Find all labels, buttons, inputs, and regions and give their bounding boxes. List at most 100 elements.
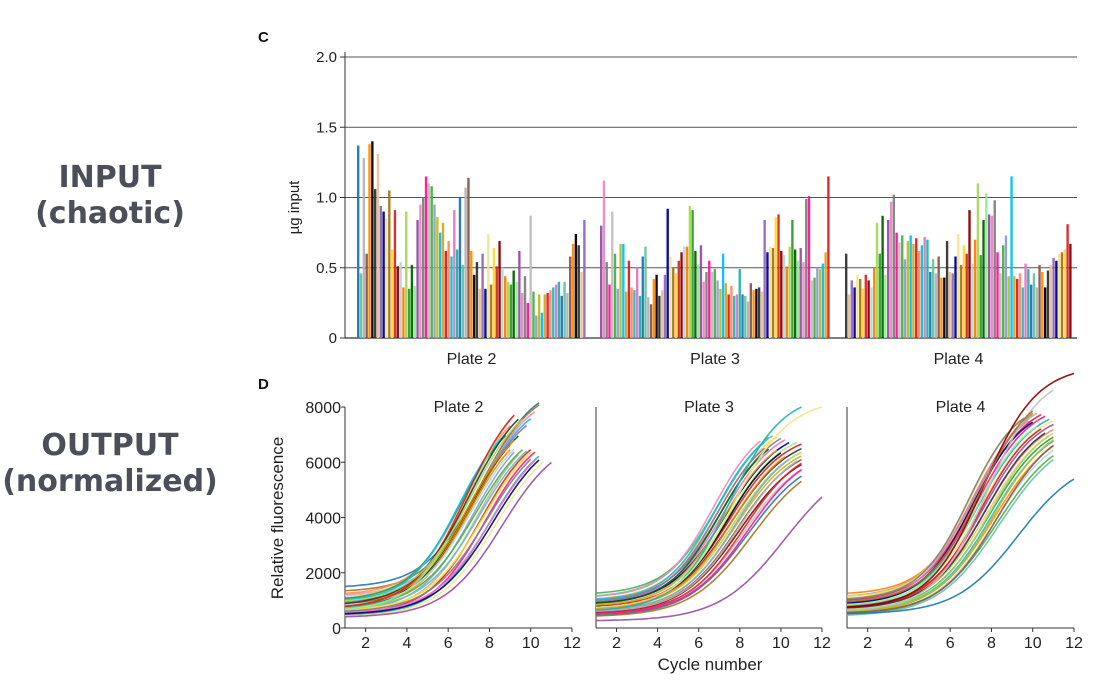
bar-plate-3-31: [683, 246, 686, 338]
bar-plate-2-4: [365, 253, 368, 338]
bar-plate-3-8: [619, 243, 622, 338]
group-label: Plate 3: [690, 351, 740, 368]
fluorescence-curve-25: [846, 439, 1054, 613]
bar-plate-2-30: [438, 232, 442, 339]
bar-plate-3-17: [644, 246, 647, 338]
bar-plate-4-32: [931, 259, 935, 338]
input-label-line1: INPUT: [58, 160, 162, 195]
bar-plate-3-67: [782, 255, 786, 338]
bar-plate-2-29: [436, 217, 439, 338]
bar-plate-4-8: [864, 274, 867, 338]
bar-plate-4-31: [929, 271, 932, 338]
bar-plate-4-60: [1010, 176, 1013, 338]
bar-plate-4-12: [875, 222, 879, 338]
bar-plate-4-66: [1027, 269, 1030, 338]
y-tick-label: 0: [332, 621, 341, 638]
bar-plate-4-30: [926, 239, 929, 338]
bar-plate-4-5: [856, 274, 859, 338]
bar-plate-2-37: [458, 197, 462, 338]
bar-plate-3-15: [638, 295, 642, 338]
bar-plate-2-81: [583, 219, 586, 338]
x-tick-label: 12: [563, 635, 581, 652]
bar-plate-2-7: [373, 189, 377, 338]
x-tick-label: 10: [772, 635, 790, 652]
bar-plate-3-7: [616, 288, 619, 338]
bar-plate-3-11: [627, 260, 631, 338]
bar-plate-4-41: [957, 234, 960, 338]
bar-plate-2-1: [357, 145, 360, 338]
bar-plate-4-62: [1015, 278, 1019, 338]
x-tick-label: 2: [612, 635, 621, 652]
bar-plate-4-10: [870, 287, 873, 338]
fluorescence-curve-21: [595, 449, 778, 606]
bar-plate-2-74: [563, 281, 566, 338]
bar-plate-3-39: [705, 271, 708, 338]
bar-plate-4-79: [1063, 249, 1066, 338]
bar-plate-2-38: [461, 264, 464, 338]
bar-plate-3-36: [696, 264, 700, 338]
bar-plate-4-1: [845, 253, 848, 338]
bar-plate-3-55: [749, 283, 752, 338]
bar-plate-3-35: [694, 250, 697, 338]
bar-plate-4-6: [859, 278, 862, 338]
bar-plate-2-19: [407, 288, 411, 338]
bar-plate-4-43: [962, 245, 966, 338]
bar-plate-4-47: [973, 239, 977, 338]
bar-plate-2-43: [475, 262, 479, 338]
bar-plate-3-65: [777, 214, 780, 338]
bar-plate-3-23: [660, 290, 664, 338]
bar-plate-4-2: [847, 294, 851, 338]
bar-plate-4-18: [892, 194, 896, 338]
bar-plate-2-65: [537, 294, 541, 338]
x-tick-label: 12: [813, 635, 831, 652]
bar-plate-4-20: [898, 242, 901, 338]
bar-plate-4-75: [1052, 257, 1055, 338]
bar-plate-2-23: [419, 204, 422, 338]
fluorescence-curve-26: [595, 462, 802, 614]
bar-plate-3-58: [757, 287, 761, 338]
bar-plate-2-18: [405, 211, 408, 338]
bar-plate-4-64: [1021, 287, 1024, 338]
bar-plate-3-10: [624, 291, 628, 338]
bar-plate-3-64: [774, 217, 777, 338]
bar-plate-4-24: [909, 235, 912, 338]
bar-plate-3-70: [791, 219, 794, 338]
bar-plate-4-28: [920, 245, 924, 338]
y-axis-label: Relative fluorescence: [268, 437, 287, 600]
group-label: Plate 4: [934, 351, 984, 368]
bar-plate-2-79: [577, 245, 580, 338]
fluorescence-curve-26: [344, 458, 532, 612]
bar-plate-3-79: [816, 267, 819, 338]
bar-plate-3-76: [807, 196, 811, 338]
bar-plate-2-76: [569, 256, 572, 338]
bar-plate-4-73: [1046, 270, 1050, 338]
bar-plate-2-17: [402, 287, 405, 338]
bar-plate-4-70: [1038, 264, 1041, 338]
bar-plate-2-14: [393, 210, 397, 338]
fluorescence-curve-28: [595, 406, 802, 611]
fluorescence-curve-17: [595, 440, 761, 597]
fluorescence-curve-29: [344, 419, 511, 610]
bar-plate-3-32: [685, 246, 689, 338]
bar-plate-3-2: [602, 180, 606, 338]
bar-plate-4-17: [889, 201, 893, 338]
bar-plate-3-12: [630, 287, 633, 338]
fluorescence-curve-25: [595, 460, 798, 613]
bar-plate-4-72: [1043, 287, 1047, 338]
bar-plate-3-40: [708, 260, 711, 338]
fluorescence-curve-30: [846, 410, 1034, 603]
bar-plate-3-6: [613, 253, 617, 338]
bar-plate-3-48: [730, 286, 733, 338]
bar-plate-2-25: [424, 176, 428, 338]
bar-plate-3-83: [827, 176, 830, 338]
x-axis-label: Cycle number: [658, 655, 763, 674]
output-label-line1: OUTPUT: [41, 428, 179, 463]
bar-plate-4-69: [1035, 287, 1038, 338]
fluorescence-curve-16: [344, 461, 552, 618]
bar-plate-3-20: [652, 278, 656, 338]
bar-plate-4-13: [878, 253, 882, 338]
bar-plate-2-2: [359, 273, 363, 338]
bar-plate-2-77: [571, 243, 575, 338]
bar-plate-3-16: [641, 256, 644, 338]
bar-plate-4-50: [982, 219, 985, 338]
